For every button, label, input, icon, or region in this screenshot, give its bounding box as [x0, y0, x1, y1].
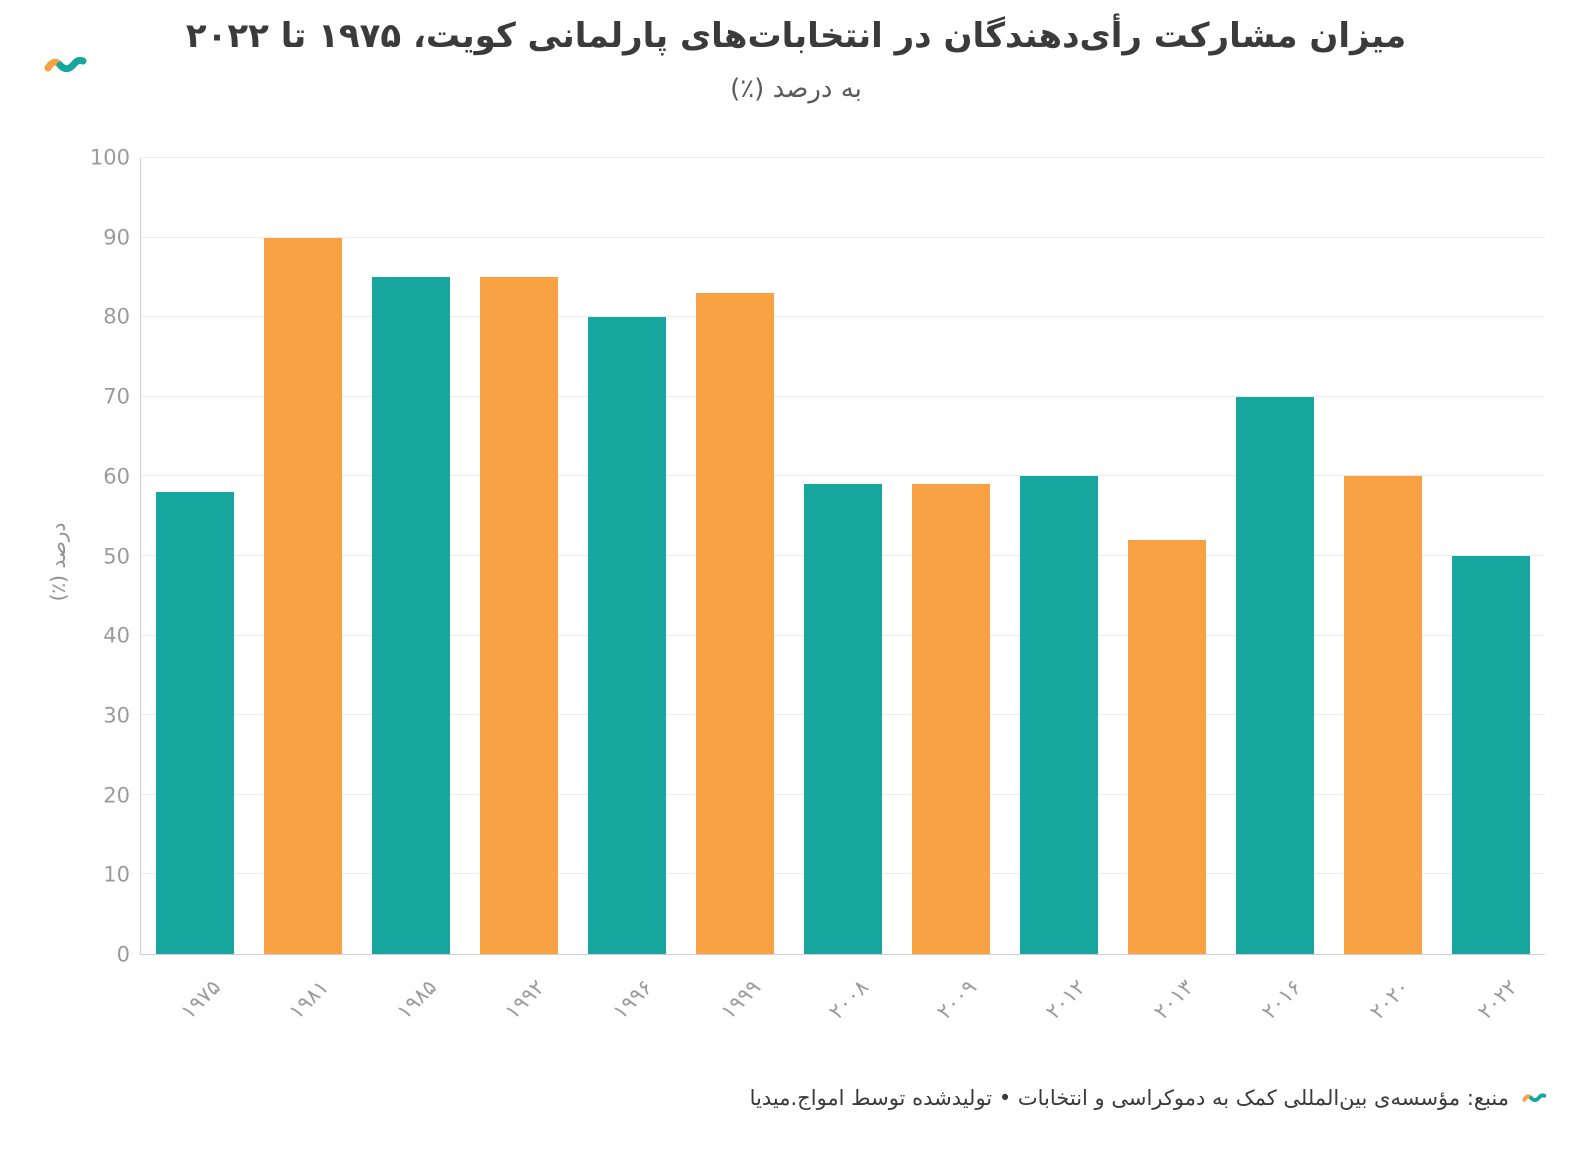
y-tick-label: 40	[103, 623, 130, 648]
brand-wave-icon	[44, 56, 87, 73]
bar-2012	[1020, 476, 1098, 954]
footer-wave-icon	[1522, 1093, 1547, 1103]
x-tick-label: ۲۰۱۳	[1148, 975, 1198, 1024]
bar-1975	[156, 492, 234, 954]
bar-1981	[264, 237, 342, 954]
y-tick-label: 10	[103, 862, 130, 887]
bar-1999	[696, 293, 774, 954]
x-tick-label: ۲۰۲۰	[1364, 975, 1414, 1024]
x-tick-label: ۲۰۱۲	[1040, 975, 1090, 1024]
x-tick-label: ۱۹۹۲	[500, 975, 550, 1024]
gridline	[141, 157, 1545, 158]
footer-source-text: منبع: مؤسسه‌ی بین‌المللی کمک به دموکراسی…	[749, 1086, 1509, 1110]
bar-1985	[372, 277, 450, 954]
y-tick-label: 30	[103, 703, 130, 728]
y-tick-label: 100	[89, 145, 130, 170]
x-tick-label: ۱۹۹۹	[716, 975, 766, 1024]
y-tick-label: 90	[103, 225, 130, 250]
bar-2013	[1128, 540, 1206, 954]
x-tick-label: ۲۰۲۲	[1473, 975, 1522, 1024]
chart-title: میزان مشارکت رأی‌دهندگان در انتخابات‌های…	[185, 16, 1407, 56]
bar-2009	[912, 484, 990, 954]
bar-2008	[804, 484, 882, 954]
gridline	[141, 395, 1545, 397]
x-tick-labels: ۱۹۷۵ ۱۹۸۱ ۱۹۸۵ ۱۹۹۲ ۱۹۹۶ ۱۹۹۹ ۲۰۰۸ ۲۰۰۹ ۲۰۱۲ ۲۰۱۳…	[140, 963, 1545, 1058]
x-tick-label: ۱۹۷۵	[176, 975, 226, 1024]
y-tick-label: 50	[103, 544, 130, 569]
y-tick-label: 80	[103, 304, 130, 329]
plot-area	[140, 157, 1545, 955]
gridline	[141, 316, 1545, 318]
plot-wrap	[140, 157, 1545, 955]
x-tick-label: ۱۹۸۱	[284, 975, 334, 1024]
x-tick-label: ۱۹۹۶	[608, 975, 658, 1024]
bar-2022	[1452, 556, 1530, 954]
bar-2020	[1344, 476, 1422, 954]
y-tick-labels: 0 10 20 30 40 50 60 70 80 90 100	[0, 146, 130, 967]
bar-2016	[1236, 396, 1314, 954]
chart-subtitle: به درصد (٪)	[730, 74, 862, 104]
gridline	[141, 475, 1545, 477]
gridline	[141, 236, 1545, 238]
bar-1996	[588, 317, 666, 954]
bar-1992	[480, 277, 558, 954]
y-tick-label: 20	[103, 783, 130, 808]
x-tick-label: ۲۰۱۶	[1256, 975, 1306, 1024]
x-tick-label: ۲۰۰۹	[932, 975, 982, 1024]
footer: منبع: مؤسسه‌ی بین‌المللی کمک به دموکراسی…	[750, 1086, 1547, 1110]
y-tick-label: 60	[103, 464, 130, 489]
x-tick-label: ۱۹۸۵	[392, 975, 442, 1024]
y-tick-label: 70	[103, 384, 130, 409]
y-tick-label: 0	[116, 942, 130, 967]
x-tick-label: ۲۰۰۸	[824, 975, 874, 1024]
